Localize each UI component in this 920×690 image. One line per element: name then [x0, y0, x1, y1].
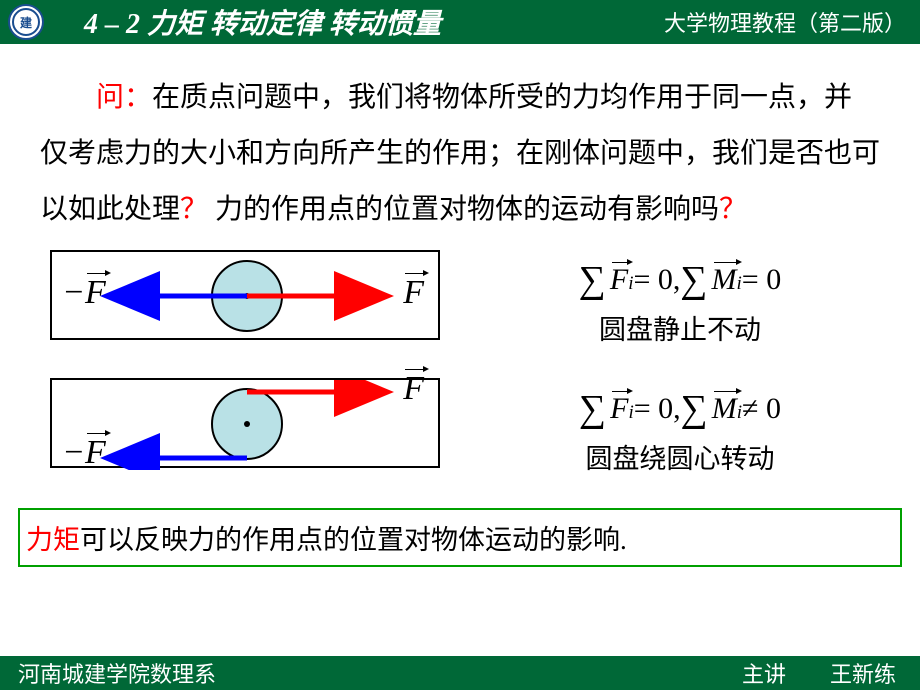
diagram-row: −F F F −F ∑Fi = 0 , ∑Mi = 0: [40, 250, 880, 478]
left-diagrams: −F F F −F: [40, 250, 460, 478]
question-mark-2: ？: [719, 194, 747, 225]
caption-2: 圆盘绕圆心转动: [480, 437, 880, 476]
university-logo: 建: [8, 4, 44, 40]
svg-text:建: 建: [19, 15, 33, 30]
book-title: 大学物理教程（第二版）: [664, 6, 906, 38]
equation-2: ∑Fi = 0 , ∑Mi ≠ 0: [480, 385, 880, 433]
label-neg-F-2: −F: [62, 434, 106, 472]
label-neg-F-1: −F: [62, 274, 106, 312]
conclusion-text: 可以反映力的作用点的位置对物体运动的影响.: [80, 525, 627, 555]
arrows-diagram-2: [52, 380, 442, 470]
chapter-title: 4 – 2 力矩 转动定律 转动惯量: [84, 2, 441, 42]
equation-block-2: ∑Fi = 0 , ∑Mi ≠ 0 圆盘绕圆心转动: [480, 385, 880, 476]
label-F-1: F: [403, 274, 424, 312]
header-bar: 建 4 – 2 力矩 转动定律 转动惯量 大学物理教程（第二版）: [0, 0, 920, 44]
question-part-2: 力的作用点的位置对物体的运动有影响吗: [215, 194, 719, 225]
content-area: 问：在质点问题中，我们将物体所受的力均作用于同一点，并仅考虑力的大小和方向所产生…: [0, 44, 920, 488]
equation-1: ∑Fi = 0 , ∑Mi = 0: [480, 256, 880, 304]
caption-1: 圆盘静止不动: [480, 308, 880, 347]
conclusion-red: 力矩: [26, 525, 80, 555]
footer-bar: 河南城建学院数理系 主讲 王新练: [0, 656, 920, 690]
footer-left: 河南城建学院数理系: [18, 657, 216, 689]
diagram-box-1: −F F: [50, 250, 440, 340]
right-equations: ∑Fi = 0 , ∑Mi = 0 圆盘静止不动 ∑Fi = 0 , ∑Mi ≠…: [460, 250, 880, 478]
footer-right: 主讲 王新练: [742, 657, 896, 689]
conclusion-box: 力矩可以反映力的作用点的位置对物体运动的影响.: [18, 508, 902, 567]
question-mark-1: ？: [180, 194, 208, 225]
question-label: 问：: [96, 82, 152, 113]
question-paragraph: 问：在质点问题中，我们将物体所受的力均作用于同一点，并仅考虑力的大小和方向所产生…: [40, 70, 880, 238]
label-F-2: F: [403, 370, 424, 408]
arrows-diagram-1: [52, 252, 442, 342]
equation-block-1: ∑Fi = 0 , ∑Mi = 0 圆盘静止不动: [480, 256, 880, 347]
diagram-box-2: F −F: [50, 378, 440, 468]
